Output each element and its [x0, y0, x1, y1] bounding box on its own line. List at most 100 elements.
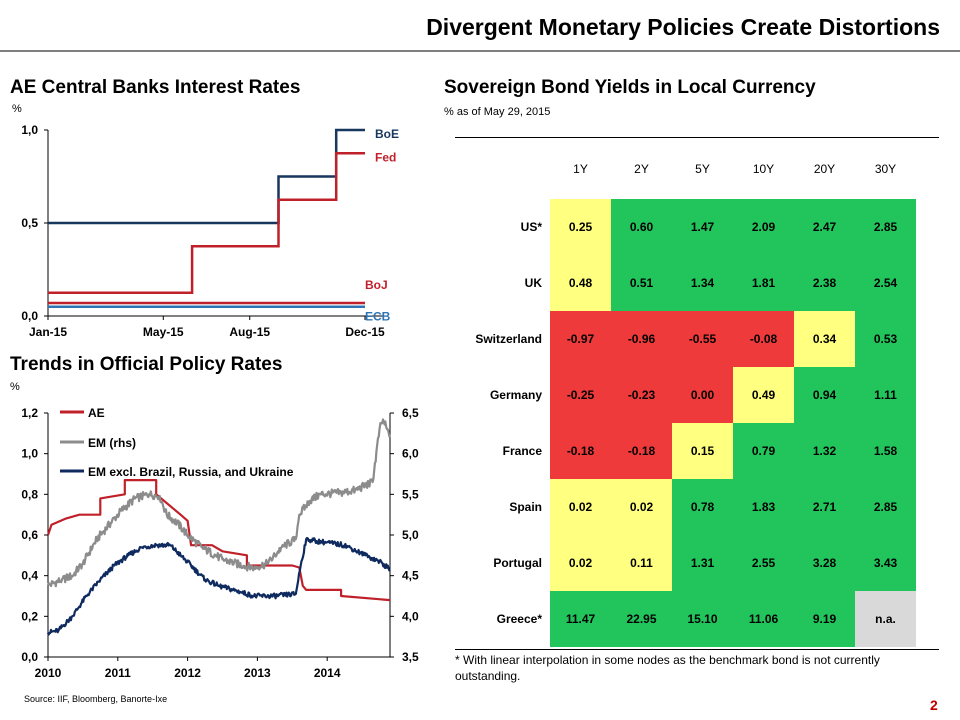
- bond-yield-table: 1Y 2Y 5Y 10Y 20Y 30Y US* 0.25 0.60 1.47 2.09 2.47 2…: [455, 138, 916, 647]
- chart2-x-tick-label: 2010: [35, 666, 62, 680]
- table-cell: 0.51: [611, 255, 672, 311]
- table-bottom-rule: [455, 649, 939, 650]
- table-cell: 1.83: [733, 479, 794, 535]
- table-cell: -0.96: [611, 311, 672, 367]
- table-cell: 0.94: [794, 367, 855, 423]
- table-cell: 22.95: [611, 591, 672, 647]
- footnote: * With linear interpolation in some node…: [455, 653, 880, 683]
- chart2-title: Trends in Official Policy Rates: [10, 354, 283, 375]
- table-row: UK 0.48 0.51 1.34 1.81 2.38 2.54: [455, 255, 916, 311]
- page-title: Divergent Monetary Policies Create Disto…: [426, 14, 940, 40]
- table-cell: -0.23: [611, 367, 672, 423]
- chart1-title: AE Central Banks Interest Rates: [10, 77, 301, 98]
- chart1-lines: [48, 128, 365, 308]
- chart1-ylabel: %: [12, 103, 22, 115]
- chart2-y-tick-label: 0,6: [21, 528, 38, 542]
- table-cell: -0.25: [550, 367, 611, 423]
- table-row: Spain 0.02 0.02 0.78 1.83 2.71 2.85: [455, 479, 916, 535]
- chart1-svg: 1,0 0,5 0,0 Jan-15 May-15 Aug-15 Dec-15 BoE Fed…: [21, 123, 399, 339]
- chart2-x-tick-label: 2011: [105, 666, 131, 680]
- table-column-header: 1Y: [573, 161, 588, 176]
- chart2-y-tick-label: 0,8: [21, 487, 38, 501]
- chart2-legend: AE EM (rhs) EM excl. Brazil, Russia, and U…: [60, 406, 294, 479]
- table-row-country: Portugal: [493, 556, 542, 570]
- chart2-y-tick-label: 1,2: [21, 406, 38, 420]
- table-cell: 15.10: [672, 591, 733, 647]
- series-line-boe: [48, 128, 365, 225]
- table-row-country: Spain: [509, 500, 542, 514]
- table-cell: -0.18: [611, 423, 672, 479]
- chart1-labels: BoE Fed BoJ ECB: [365, 127, 399, 324]
- table-cell: 2.09: [733, 199, 794, 255]
- legend-label-em: EM (rhs): [88, 436, 136, 450]
- chart2-ylabel: %: [10, 381, 20, 393]
- table-cell: n.a.: [855, 591, 916, 647]
- chart1-x-tick-label: May-15: [143, 325, 184, 339]
- table-cell: 0.34: [794, 311, 855, 367]
- table-cell: 0.60: [611, 199, 672, 255]
- chart2-y2-tick-label: 5,0: [402, 528, 419, 542]
- chart1-y-tick-label: 0,5: [21, 216, 38, 230]
- table-cell: 0.78: [672, 479, 733, 535]
- series-label-ecb: ECB: [365, 310, 391, 324]
- table-cell: 3.43: [855, 535, 916, 591]
- table-top-rule: [455, 137, 939, 138]
- chart2-y2-tick-label: 4,0: [402, 609, 419, 623]
- chart2-svg: 1,2 1,0 0,8 0,6 0,4 0,2 0,0 6,5 6,0 5,5 5,0 4,5 4,0 3…: [21, 406, 419, 680]
- table-cell: 11.06: [733, 591, 794, 647]
- table-cell: 0.02: [611, 479, 672, 535]
- table-cell: 0.02: [550, 535, 611, 591]
- table-cell: 2.85: [855, 199, 916, 255]
- table-cell: 0.53: [855, 311, 916, 367]
- chart2-x-tick-label: 2012: [174, 666, 201, 680]
- chart1-x-tick-label: Dec-15: [345, 325, 385, 339]
- table-cell: 11.47: [550, 591, 611, 647]
- chart1-y-tick-label: 1,0: [21, 123, 38, 137]
- table-row-country: Germany: [489, 388, 542, 402]
- series-line-em-excl: [46, 536, 391, 636]
- table-cell: 2.71: [794, 479, 855, 535]
- table-cell: -0.18: [550, 423, 611, 479]
- legend-label-ae: AE: [88, 406, 105, 420]
- series-line-em: [46, 418, 392, 588]
- table-cell: 0.25: [550, 199, 611, 255]
- table-cell: 1.31: [672, 535, 733, 591]
- table-cell: 0.49: [733, 367, 794, 423]
- table-cell: 0.00: [672, 367, 733, 423]
- chart2-lines: [46, 418, 392, 636]
- series-label-boe: BoE: [375, 127, 399, 141]
- table-cell: 2.55: [733, 535, 794, 591]
- table-cell: 1.32: [794, 423, 855, 479]
- table-cell: 0.48: [550, 255, 611, 311]
- table-row: Greece* 11.47 22.95 15.10 11.06 9.19 n.a.: [455, 591, 916, 647]
- series-line-ae: [46, 479, 391, 602]
- page-number: 2: [930, 697, 938, 713]
- table-cell: 1.81: [733, 255, 794, 311]
- chart2-y2-tick-label: 3,5: [402, 650, 419, 664]
- chart1-x-tick-label: Aug-15: [229, 325, 270, 339]
- table-subtitle: % as of May 29, 2015: [444, 106, 551, 118]
- table-cell: 0.11: [611, 535, 672, 591]
- table-row-country: US*: [520, 220, 542, 234]
- series-label-boj: BoJ: [365, 278, 388, 292]
- series-label-fed: Fed: [375, 150, 396, 164]
- source-note: Source: IIF, Bloomberg, Banorte-Ixe: [24, 694, 168, 704]
- chart2-y-tick-label: 0,2: [21, 609, 38, 623]
- chart2-y2-tick-label: 6,0: [402, 447, 419, 461]
- chart2-y2-tick-label: 4,5: [402, 569, 419, 583]
- table-cell: 2.47: [794, 199, 855, 255]
- table-cell: 0.15: [672, 423, 733, 479]
- legend-label-em-excl: EM excl. Brazil, Russia, and Ukraine: [88, 465, 294, 479]
- table-cell: 3.28: [794, 535, 855, 591]
- series-line-fed: [48, 152, 365, 295]
- table-column-header: 10Y: [752, 161, 775, 176]
- table-column-header: 5Y: [695, 161, 710, 176]
- table-column-header: 20Y: [813, 161, 836, 176]
- table-cell: 2.54: [855, 255, 916, 311]
- table-cell: -0.08: [733, 311, 794, 367]
- title-divider: [0, 50, 960, 52]
- table-title: Sovereign Bond Yields in Local Currency: [444, 77, 816, 98]
- chart2-x-tick-label: 2014: [314, 666, 341, 680]
- table-row-country: France: [502, 444, 542, 458]
- chart1-axes: 1,0 0,5 0,0 Jan-15 May-15 Aug-15 Dec-15: [21, 123, 385, 339]
